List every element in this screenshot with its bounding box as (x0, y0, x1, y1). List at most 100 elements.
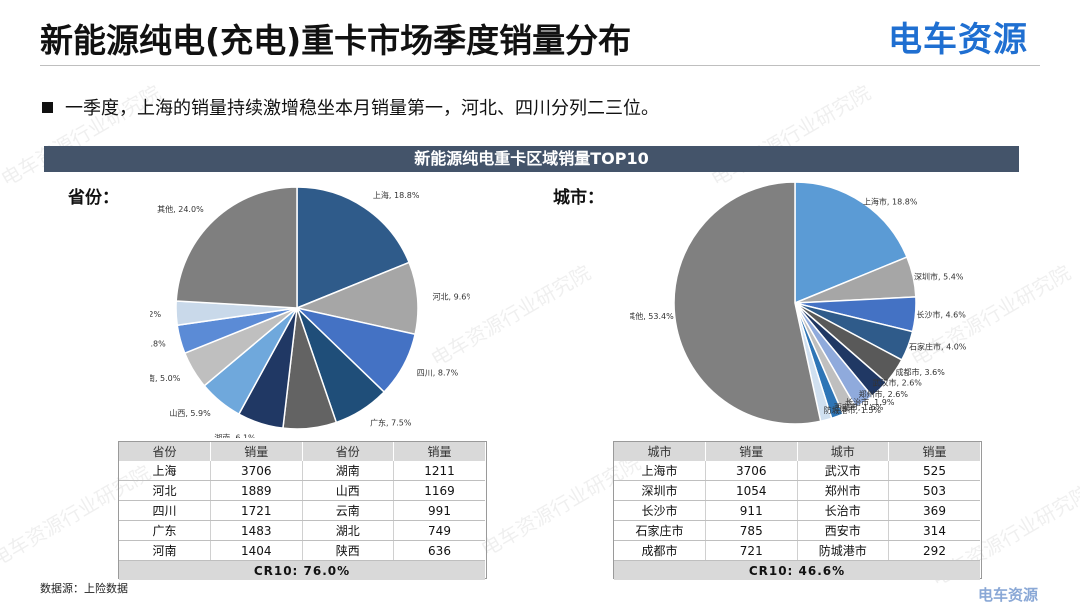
table-cell: 上海 (119, 461, 211, 481)
table-cell: 3706 (705, 461, 798, 481)
table-row: 长沙市 911 长治市 369 (614, 500, 980, 521)
table-header: 省份 (119, 442, 211, 461)
table-row: 上海市 3706 武汉市 525 (614, 461, 980, 481)
pie-slice-上海市 (794, 181, 908, 305)
table-cell: 1721 (210, 500, 303, 521)
pie-label-湖北: 湖北, 3.8% (150, 339, 166, 348)
table-cell: 郑州市 (797, 480, 889, 501)
table-cell: 深圳市 (614, 480, 706, 501)
pie-label-武汉市: 武汉市, 2.6% (872, 377, 922, 387)
pie-label-成都市: 成都市, 3.6% (895, 367, 945, 377)
pie-label-长沙市: 长沙市, 4.6% (916, 309, 966, 319)
table-cell: 湖南 (302, 461, 394, 481)
bullet-square-icon (42, 101, 53, 113)
pie-label-石家庄市: 石家庄市, 4.0% (909, 341, 967, 351)
city-label: 城市： (553, 188, 604, 208)
pie-label-湖南: 湖南, 6.1% (214, 433, 256, 438)
table-cell: 1483 (210, 520, 303, 541)
pie-label-陕西: 陕西, 3.2% (150, 309, 162, 319)
watermark: 电车资源行业研究院 (706, 80, 875, 192)
table-header-row: 城市 销量 城市 销量 (614, 442, 980, 461)
table-cell: 1054 (705, 480, 798, 501)
table-cell: 上海市 (614, 461, 706, 481)
table-cell: 991 (393, 500, 485, 521)
pie-label-河北: 河北, 9.6% (433, 292, 470, 302)
table-cell: 武汉市 (797, 461, 889, 481)
table-cell: 721 (705, 540, 798, 561)
table-cell: 防城港市 (797, 540, 889, 561)
table-row: 河南 1404 陕西 636 (119, 540, 485, 561)
city-table: 城市 销量 城市 销量 上海市 3706 武汉市 525 深圳市 1054 郑州市 503 … (614, 442, 980, 580)
footer-watermark: 电车资源 (977, 586, 1038, 604)
table-header: 城市 (614, 442, 706, 461)
table-cell: 292 (888, 540, 980, 561)
table-cell: 长治市 (797, 500, 889, 521)
cr10-row: CR10: 46.6% (614, 560, 980, 580)
table-cell: 广东 (119, 520, 211, 541)
pie-label-其他: 其他, 53.4% (630, 311, 674, 321)
province-pie-chart: 上海, 18.8%河北, 9.6%四川, 8.7%广东, 7.5%河南, 7.1… (150, 186, 470, 438)
province-table: 省份 销量 省份 销量 上海 3706 湖南 1211 河北 1889 山西 1169 四川… (119, 442, 485, 580)
table-row: 广东 1483 湖北 749 (119, 520, 485, 541)
cr10-row: CR10: 76.0% (119, 560, 485, 580)
pie-label-四川: 四川, 8.7% (417, 368, 459, 377)
table-header: 城市 (797, 442, 889, 461)
table-cell: 河北 (119, 480, 211, 501)
table-cell: 911 (705, 500, 798, 521)
table-header-row: 省份 销量 省份 销量 (119, 442, 485, 461)
pie-label-防城港市: 防城港市, 1.5% (824, 405, 882, 415)
pie-label-深圳市: 深圳市, 5.4% (914, 271, 964, 281)
brand-logo: 电车资源 (888, 20, 1028, 60)
cr10-value: CR10: 46.6% (614, 560, 980, 580)
pie-label-西安市: 西安市, 1.6% (834, 402, 884, 412)
pie-label-郑州市: 郑州市, 2.6% (859, 389, 909, 399)
table-cell: 1211 (393, 461, 485, 481)
table-header: 销量 (393, 442, 485, 461)
table-cell: 503 (888, 480, 980, 501)
pie-label-长治市: 长治市, 1.9% (845, 397, 895, 407)
page-title: 新能源纯电(充电)重卡市场季度销量分布 (40, 21, 632, 60)
table-cell: 石家庄市 (614, 520, 706, 541)
cr10-value: CR10: 76.0% (119, 560, 485, 580)
city-pie-chart: 上海市, 18.8% 深圳市, 5.4% 长沙市, 4.6% 石家庄市, 4.0% 成都… (630, 181, 967, 425)
pie-slice-其他 (175, 186, 298, 309)
table-header: 省份 (302, 442, 394, 461)
pie-label-广东: 广东, 7.5% (370, 418, 412, 428)
table-row: 河北 1889 山西 1169 (119, 480, 485, 501)
table-cell: 西安市 (797, 520, 889, 541)
table-cell: 湖北 (302, 520, 394, 541)
table-cell: 525 (888, 461, 980, 481)
table-cell: 山西 (302, 480, 394, 501)
table-header: 销量 (210, 442, 303, 461)
table-cell: 1169 (393, 480, 485, 501)
table-cell: 749 (393, 520, 485, 541)
pie-label-其他: 其他, 24.0% (157, 204, 204, 214)
table-row: 石家庄市 785 西安市 314 (614, 520, 980, 541)
pie-label-上海市: 上海市, 18.8% (863, 197, 918, 207)
table-cell: 陕西 (302, 540, 394, 561)
pie-label-上海: 上海, 18.8% (373, 190, 420, 200)
table-header: 销量 (888, 442, 980, 461)
table-cell: 3706 (210, 461, 303, 481)
pie-label-山西: 山西, 5.9% (169, 408, 211, 418)
table-row: 深圳市 1054 郑州市 503 (614, 480, 980, 501)
table-cell: 1889 (210, 480, 303, 501)
section-banner: 新能源纯电重卡区域销量TOP10 (44, 146, 1019, 172)
table-cell: 369 (888, 500, 980, 521)
table-header: 销量 (705, 442, 798, 461)
summary-text: 一季度，上海的销量持续激增稳坐本月销量第一，河北、四川分列二三位。 (65, 98, 659, 119)
table-cell: 长沙市 (614, 500, 706, 521)
table-cell: 成都市 (614, 540, 706, 561)
table-cell: 四川 (119, 500, 211, 521)
table-row: 上海 3706 湖南 1211 (119, 461, 485, 481)
province-label: 省份： (68, 188, 119, 208)
table-cell: 636 (393, 540, 485, 561)
table-cell: 河南 (119, 540, 211, 561)
title-divider (40, 65, 1040, 66)
table-row: 四川 1721 云南 991 (119, 500, 485, 521)
table-cell: 314 (888, 520, 980, 541)
table-cell: 785 (705, 520, 798, 541)
data-source-note: 数据源：上险数据 (40, 582, 128, 595)
summary-bullet: 一季度，上海的销量持续激增稳坐本月销量第一，河北、四川分列二三位。 (42, 94, 659, 120)
pie-label-云南: 云南, 5.0% (150, 373, 181, 383)
